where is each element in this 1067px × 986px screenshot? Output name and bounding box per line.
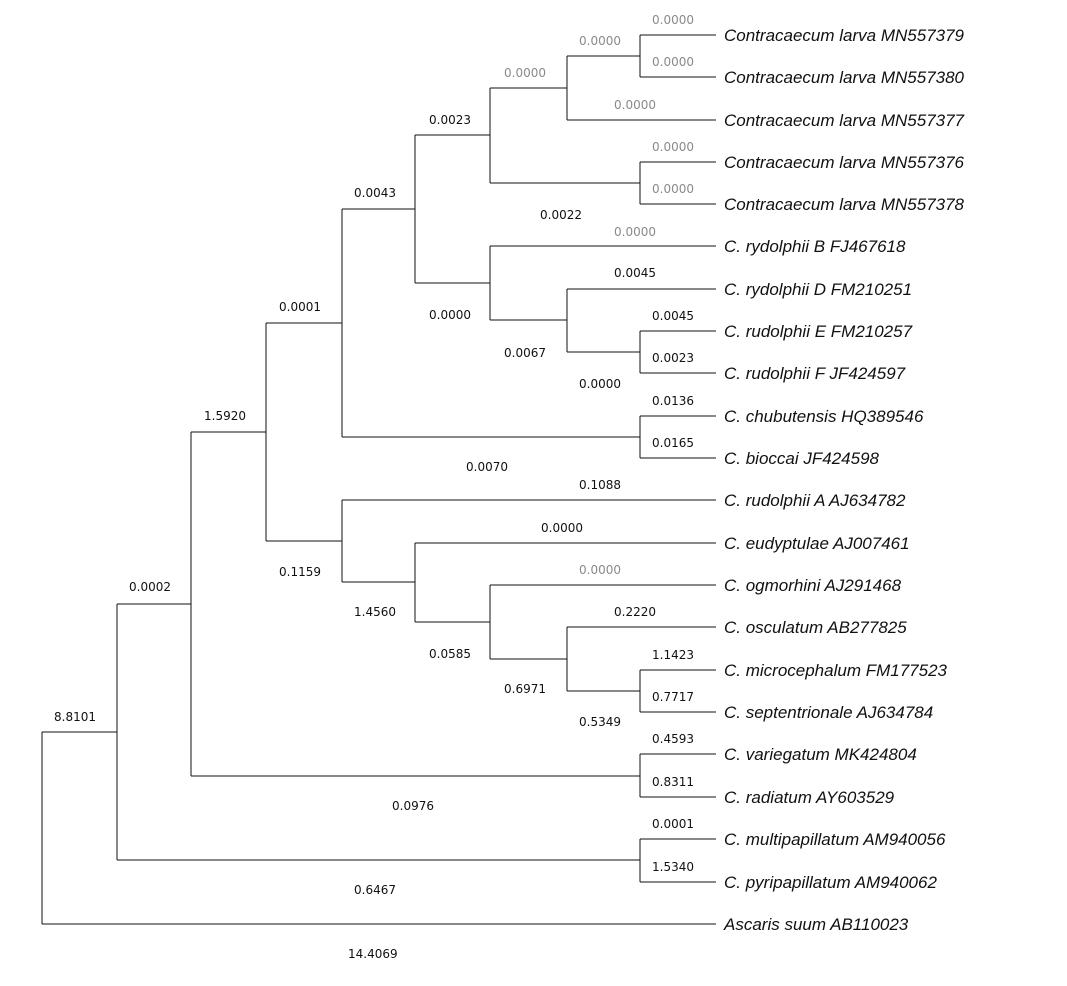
branch-length-label: 0.0000 <box>652 13 694 27</box>
taxon-label: Contracaecum larva MN557376 <box>724 153 965 172</box>
taxon-label: Contracaecum larva MN557378 <box>724 195 965 214</box>
branch-length-label: 0.0000 <box>579 377 621 391</box>
branch-length-label: 0.0001 <box>652 817 694 831</box>
branch-length-label: 0.7717 <box>652 690 694 704</box>
branch-length-label: 1.5340 <box>652 860 694 874</box>
branch-length-label: 0.0000 <box>614 225 656 239</box>
taxon-label: C. rudolphii E FM210257 <box>724 322 913 341</box>
branch-length-label: 0.0165 <box>652 436 694 450</box>
taxon-label: C. septentrionale AJ634784 <box>724 703 933 722</box>
taxon-label: C. chubutensis HQ389546 <box>724 407 924 426</box>
branch-length-label: 0.0001 <box>279 300 321 314</box>
branch-length-label: 0.0000 <box>579 563 621 577</box>
branch-length-label: 0.6971 <box>504 682 546 696</box>
branch-length-label: 0.0023 <box>429 113 471 127</box>
branch-length-label: 0.0023 <box>652 351 694 365</box>
branch-length-label: 0.0000 <box>541 521 583 535</box>
branch-length-label: 0.8311 <box>652 775 694 789</box>
taxon-label: C. ogmorhini AJ291468 <box>724 576 902 595</box>
taxon-label: Contracaecum larva MN557380 <box>724 68 965 87</box>
taxon-label: C. osculatum AB277825 <box>724 618 907 637</box>
taxon-label: C. variegatum MK424804 <box>724 745 917 764</box>
branch-length-label: 1.1423 <box>652 648 694 662</box>
taxon-label: C. eudyptulae AJ007461 <box>724 534 910 553</box>
branch-length-label: 0.0022 <box>540 208 582 222</box>
branch-length-label: 0.0000 <box>504 66 546 80</box>
branch-length-label: 0.0067 <box>504 346 546 360</box>
taxon-label: C. rudolphii F JF424597 <box>724 364 906 383</box>
branch-length-label: 0.1088 <box>579 478 621 492</box>
branch-length-label: 0.0043 <box>354 186 396 200</box>
branch-length-label: 0.0045 <box>652 309 694 323</box>
branch-length-label: 0.0136 <box>652 394 694 408</box>
branch-length-label: 0.0000 <box>652 182 694 196</box>
branch-length-label: 0.0000 <box>652 140 694 154</box>
taxon-label: Contracaecum larva MN557377 <box>724 111 965 130</box>
taxon-label: C. bioccai JF424598 <box>724 449 880 468</box>
branch-length-label: 0.5349 <box>579 715 621 729</box>
branch-length-label: 0.4593 <box>652 732 694 746</box>
branch-length-label: 0.0070 <box>466 460 508 474</box>
branch-length-label: 0.0002 <box>129 580 171 594</box>
taxon-label: C. rudolphii A AJ634782 <box>724 491 906 510</box>
branch-length-label: 0.1159 <box>279 565 321 579</box>
branch-length-label: 0.0000 <box>579 34 621 48</box>
taxon-label: C. rydolphii D FM210251 <box>724 280 912 299</box>
taxon-label: C. rydolphii B FJ467618 <box>724 237 906 256</box>
branch-length-label: 8.8101 <box>54 710 96 724</box>
taxon-label: C. multipapillatum AM940056 <box>724 830 946 849</box>
taxon-label: C. radiatum AY603529 <box>724 788 895 807</box>
branch-length-label: 1.5920 <box>204 409 246 423</box>
branch-length-label: 0.0000 <box>429 308 471 322</box>
taxon-label: C. pyripapillatum AM940062 <box>724 873 937 892</box>
branch-length-label: 0.0585 <box>429 647 471 661</box>
branch-length-label: 0.0000 <box>614 98 656 112</box>
taxon-label: Contracaecum larva MN557379 <box>724 26 965 45</box>
branch-length-label: 0.0976 <box>392 799 434 813</box>
branch-length-labels: 0.0000 0.0000 0.0000 0.0000 0.0000 0.0000 0.00… <box>54 13 694 961</box>
branch-length-label: 0.2220 <box>614 605 656 619</box>
branch-length-label: 0.0000 <box>652 55 694 69</box>
branch-length-label: 0.0045 <box>614 266 656 280</box>
branch-length-label: 14.4069 <box>348 947 398 961</box>
branch-length-label: 0.6467 <box>354 883 396 897</box>
tree-branches <box>41 34 716 925</box>
branch-length-label: 1.4560 <box>354 605 396 619</box>
taxon-labels: Contracaecum larva MN557379 Contracaecum … <box>723 26 965 934</box>
taxon-label: C. microcephalum FM177523 <box>724 661 948 680</box>
taxon-label: Ascaris suum AB110023 <box>723 915 909 934</box>
